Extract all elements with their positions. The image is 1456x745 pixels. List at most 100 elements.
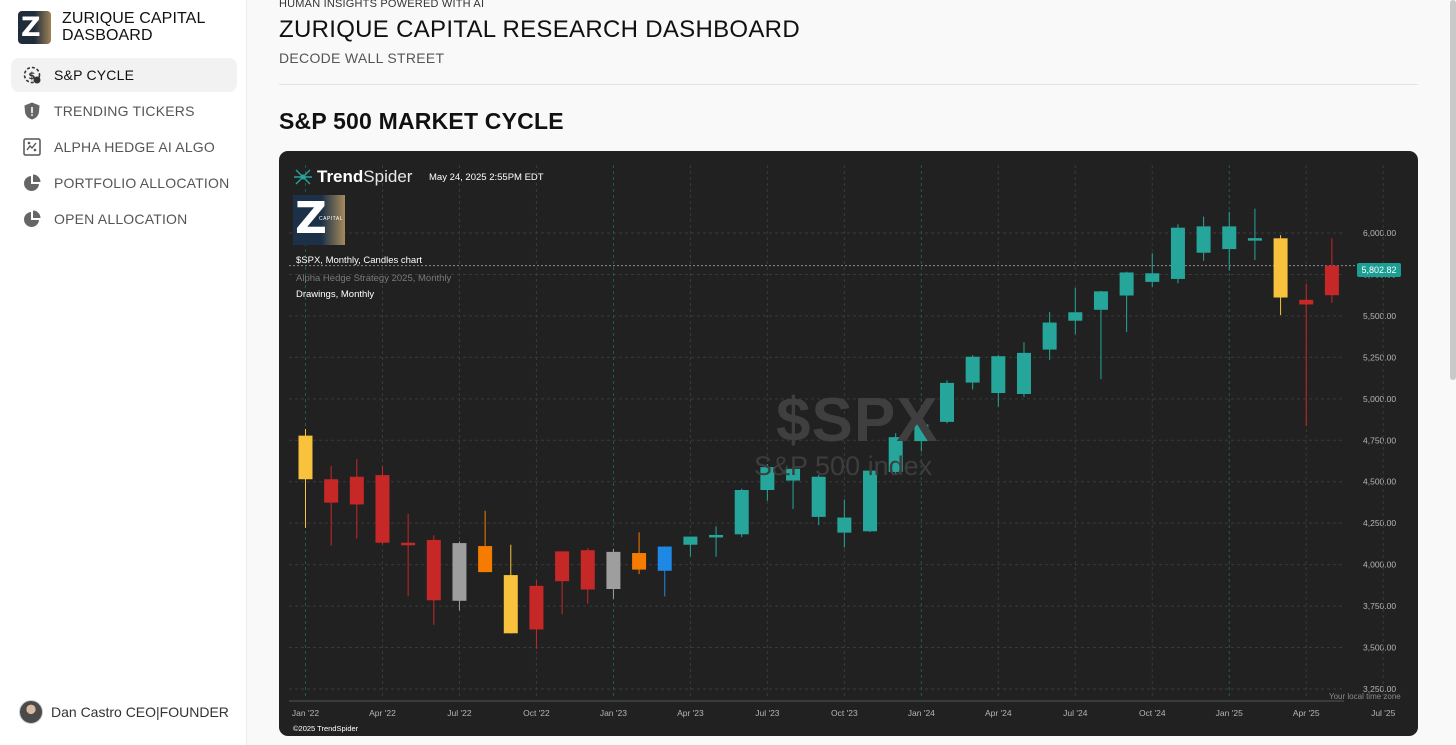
candle-body [683,536,698,545]
candle-body [965,356,980,383]
brand-logo: Z [18,10,51,44]
x-tick-label: Jan '22 [292,708,319,718]
page-subtitle: DECODE WALL STREET [279,50,445,66]
page-title: ZURIQUE CAPITAL RESEARCH DASHBOARD [279,16,800,43]
brand-light: Spider [363,167,413,186]
y-tick-label: 6,000.00 [1363,228,1396,238]
candle-body [375,475,390,543]
sidebar-item-alpha-hedge[interactable]: ALPHA HEDGE AI ALGO [11,130,237,164]
sidebar-item-trending-tickers[interactable]: TRENDING TICKERS [11,94,237,128]
candle-body [298,435,313,480]
candle-body [529,585,544,630]
y-tick-label: 5,500.00 [1363,311,1396,321]
eyebrow-text: HUMAN INSIGHTS POWERED WITH AI [279,0,485,10]
candle-body [580,550,595,590]
candle-body [991,356,1006,394]
candle-body [1042,322,1057,350]
candle-body [349,476,364,505]
x-tick-label: Jul '23 [755,708,780,718]
chart-date: May 24, 2025 2:55PM EDT [429,172,544,183]
candle-body [478,546,493,573]
x-tick-label: Oct '24 [1139,708,1166,718]
y-tick-label: 3,250.00 [1363,684,1396,694]
y-tick-label: 5,000.00 [1363,394,1396,404]
user-profile[interactable]: Dan Castro CEO|FOUNDER [19,700,229,724]
candle-body [503,575,518,634]
x-tick-label: Apr '24 [985,708,1012,718]
x-tick-label: Jul '24 [1063,708,1088,718]
main-content: HUMAN INSIGHTS POWERED WITH AI ZURIQUE C… [247,0,1456,745]
sidebar: Z ZURIQUE CAPITAL DASBOARD $ S&P CYCLE T… [0,0,247,745]
candle-body [1222,226,1237,250]
sidebar-item-label: PORTFOLIO ALLOCATION [54,175,230,191]
x-tick-label: Apr '22 [369,708,396,718]
candle-body [1196,226,1211,253]
watermark-name: S&P 500 index [754,451,933,481]
candle-body [426,539,441,601]
candle-body [1145,273,1160,282]
candle-body [734,490,749,535]
y-tick-label: 4,250.00 [1363,518,1396,528]
candle-body [324,479,339,503]
candle-body [837,517,852,533]
x-tick-label: Apr '23 [677,708,704,718]
y-tick-label: 4,750.00 [1363,435,1396,445]
copyright: ©2025 TrendSpider [293,724,359,733]
svg-text:$: $ [28,71,35,82]
y-tick-label: 4,000.00 [1363,560,1396,570]
brand[interactable]: Z ZURIQUE CAPITAL DASBOARD [18,10,222,44]
x-tick-label: Jan '24 [908,708,935,718]
spider-icon [294,169,312,185]
y-tick-label: 3,500.00 [1363,643,1396,653]
candle-body [940,382,954,422]
candle-body [401,542,416,546]
scrollbar[interactable] [1450,0,1456,380]
candle-body [452,543,467,601]
candle-body [1093,291,1108,310]
sidebar-item-open-allocation[interactable]: OPEN ALLOCATION [11,202,237,236]
trendspider-logo: Trend Spider [293,167,412,187]
x-tick-label: Oct '22 [523,708,550,718]
pie-chart-icon [24,210,41,227]
sidebar-item-sp-cycle[interactable]: $ S&P CYCLE [11,58,237,92]
warning-shield-icon [24,102,40,120]
candle-body [657,546,672,571]
candle-body [1324,265,1339,296]
chart-image: 3,250.00 3,500.00 3,750.00 4,000.00 4,250.00… [279,151,1418,736]
candle-body [888,437,903,472]
ai-chart-icon [23,138,41,156]
sidebar-item-label: S&P CYCLE [54,67,135,83]
drawings-label: Drawings, Monthly [296,289,375,300]
sidebar-nav: $ S&P CYCLE TRENDING TICKERS ALPHA HEDGE… [11,58,237,238]
pie-chart-icon [24,174,41,191]
y-tick-label: 5,250.00 [1363,352,1396,362]
logo-caption: CAPITAL [319,216,343,222]
timezone-note: Your local time zone [1329,692,1401,701]
x-tick-label: Jul '22 [447,708,472,718]
candle-body [1299,299,1314,305]
brand-logo-letter: Z [21,11,41,43]
candle-body [1273,238,1288,298]
sidebar-item-label: ALPHA HEDGE AI ALGO [54,139,215,155]
candle-body [555,551,570,582]
candlestick-chart: 3,250.00 3,500.00 3,750.00 4,000.00 4,250.00… [289,165,1396,718]
x-tick-label: Jan '23 [600,708,627,718]
watermark-symbol: $SPX [776,386,939,455]
candle-body [1247,238,1262,241]
y-tick-label: 4,500.00 [1363,477,1396,487]
candle-body [811,476,826,517]
strategy-label: Alpha Hedge Strategy 2025, Monthly [296,273,452,284]
candle-body [863,470,878,532]
x-tick-label: Jul '25 [1371,708,1396,718]
series-label: $SPX, Monthly, Candles chart [296,255,423,266]
candle-body [709,534,724,538]
user-name: Dan Castro CEO|FOUNDER [51,704,229,720]
candle-body [1016,352,1031,395]
dollar-cycle-icon: $ [23,66,41,84]
sidebar-item-portfolio-allocation[interactable]: PORTFOLIO ALLOCATION [11,166,237,200]
sidebar-item-label: OPEN ALLOCATION [54,211,188,227]
x-tick-label: Apr '25 [1293,708,1320,718]
candle-body [914,424,929,442]
avatar [19,700,43,724]
candle-body [1170,227,1185,279]
